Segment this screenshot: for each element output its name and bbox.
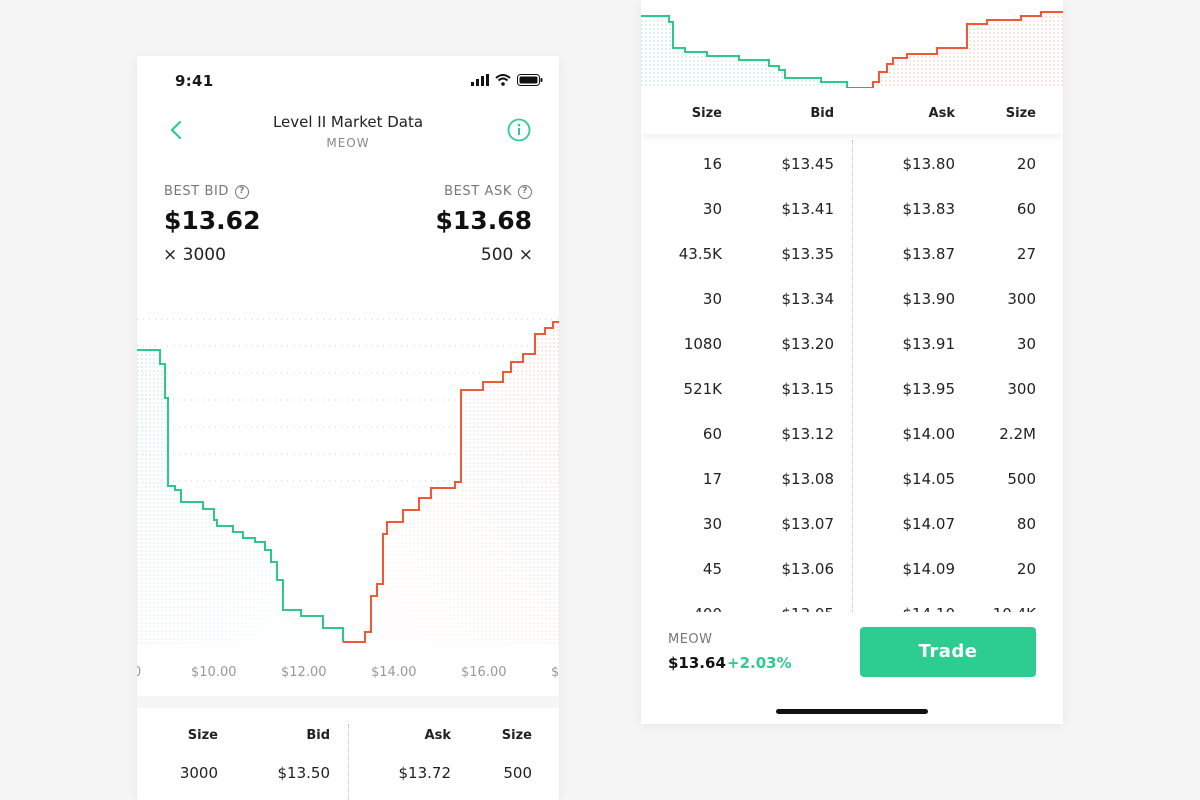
column-separator <box>852 140 853 620</box>
ask-size-cell: 27 <box>1016 245 1036 263</box>
footer-price: $13.64 <box>668 654 726 672</box>
ask-price-cell: $13.80 <box>902 155 956 173</box>
best-bid-label-text: BEST BID <box>164 184 230 199</box>
bid-depth-line <box>641 15 848 88</box>
depth-chart <box>137 318 559 646</box>
x-tick-label: 0 <box>137 665 142 680</box>
ask-price-cell: $14.05 <box>902 470 956 488</box>
bid-price-cell: $13.34 <box>781 290 835 308</box>
bid-price-cell: $13.08 <box>781 470 835 488</box>
ask-price-cell: $14.00 <box>902 425 956 443</box>
order-book-screen: 16 $13.45 $13.80 20 30 $13.41 $13.83 60 43.5K $13… <box>641 0 1063 724</box>
bid-price-cell: $13.50 <box>277 764 331 782</box>
x-tick-label: $ <box>551 665 559 680</box>
ask-price-cell: $13.72 <box>398 764 452 782</box>
ticker-subtitle: MEOW <box>326 136 370 150</box>
ask-size-cell: 20 <box>1016 560 1036 578</box>
bid-size-cell: 30 <box>702 290 722 308</box>
bid-price-cell: $13.07 <box>781 515 835 533</box>
footer-ticker: MEOW <box>668 632 713 647</box>
bid-price-cell: $13.35 <box>781 245 835 263</box>
header-ask: Ask <box>424 728 451 743</box>
header-ask-size: Size <box>1005 106 1036 121</box>
help-icon[interactable]: ? <box>518 184 532 199</box>
chevron-left-icon <box>170 120 182 140</box>
bid-size-cell: 30 <box>702 515 722 533</box>
ask-price-cell: $13.91 <box>902 335 956 353</box>
bid-size-cell: 30 <box>702 200 722 218</box>
header-ask-size: Size <box>501 728 532 743</box>
ask-size-cell: 500 <box>503 764 532 782</box>
header-bid-size: Size <box>187 728 218 743</box>
signal-icon <box>471 74 489 86</box>
best-ask-label: BEST ASK ? <box>444 184 532 199</box>
best-bid-price: $13.62 <box>164 206 261 235</box>
chart-gridlines <box>137 318 559 482</box>
header-bid-size: Size <box>691 106 722 121</box>
info-button[interactable] <box>507 118 531 142</box>
x-tick-label: $16.00 <box>461 665 507 680</box>
home-indicator <box>776 709 928 714</box>
header-ask: Ask <box>928 106 955 121</box>
bid-size-cell: 1080 <box>683 335 722 353</box>
best-ask-price: $13.68 <box>435 206 532 235</box>
trade-button[interactable]: Trade <box>860 627 1036 677</box>
back-button[interactable] <box>165 118 189 142</box>
bid-price-cell: $13.41 <box>781 200 835 218</box>
level2-screen: 9:41 Level II Market Data MEOW <box>137 56 559 800</box>
bid-size-cell: 43.5K <box>678 245 722 263</box>
ask-price-cell: $13.90 <box>902 290 956 308</box>
ask-depth-line <box>847 11 1063 89</box>
best-ask-qty: 500 × <box>480 245 533 265</box>
bid-price-cell: $13.45 <box>781 155 835 173</box>
status-icons <box>471 74 543 86</box>
ask-size-cell: 20 <box>1016 155 1036 173</box>
header-bid: Bid <box>306 728 330 743</box>
help-icon[interactable]: ? <box>235 184 250 199</box>
x-tick-label: $14.00 <box>371 665 417 680</box>
bid-price-cell: $13.15 <box>781 380 835 398</box>
ask-depth-line <box>343 321 559 643</box>
best-bid-label: BEST BID ? <box>164 184 250 199</box>
bid-size-cell: 45 <box>702 560 722 578</box>
bid-price-cell: $13.20 <box>781 335 835 353</box>
battery-icon <box>517 74 543 86</box>
ask-size-cell: 300 <box>1007 290 1036 308</box>
footer-change: +2.03% <box>727 654 792 672</box>
bid-depth-line <box>137 349 344 642</box>
order-book-header: Size Bid Ask Size <box>641 88 1063 134</box>
ask-price-cell: $14.07 <box>902 515 956 533</box>
ask-size-cell: 500 <box>1007 470 1036 488</box>
bid-price-cell: $13.06 <box>781 560 835 578</box>
best-bid-qty: × 3000 <box>163 245 226 265</box>
ask-size-cell: 2.2M <box>999 425 1036 443</box>
x-tick-label: $12.00 <box>281 665 327 680</box>
info-icon <box>507 118 531 142</box>
status-time: 9:41 <box>175 72 214 90</box>
ask-size-cell: 300 <box>1007 380 1036 398</box>
wifi-icon <box>495 74 511 86</box>
bid-size-cell: 17 <box>702 470 722 488</box>
bid-size-cell: 16 <box>702 155 722 173</box>
ask-price-cell: $13.83 <box>902 200 956 218</box>
ask-size-cell: 80 <box>1016 515 1036 533</box>
bid-price-cell: $13.12 <box>781 425 835 443</box>
ask-size-cell: 60 <box>1016 200 1036 218</box>
depth-chart-mini <box>641 11 1063 89</box>
header-bid: Bid <box>810 106 834 121</box>
x-tick-label: $10.00 <box>191 665 237 680</box>
bid-size-cell: 60 <box>702 425 722 443</box>
ask-price-cell: $13.87 <box>902 245 956 263</box>
ask-size-cell: 30 <box>1016 335 1036 353</box>
column-separator <box>348 724 349 800</box>
page-title: Level II Market Data <box>272 113 424 131</box>
ask-price-cell: $14.09 <box>902 560 956 578</box>
bid-size-cell: 521K <box>683 380 722 398</box>
bid-size-cell: 3000 <box>179 764 218 782</box>
ask-price-cell: $13.95 <box>902 380 956 398</box>
section-divider <box>137 696 559 708</box>
best-ask-label-text: BEST ASK <box>444 184 512 199</box>
